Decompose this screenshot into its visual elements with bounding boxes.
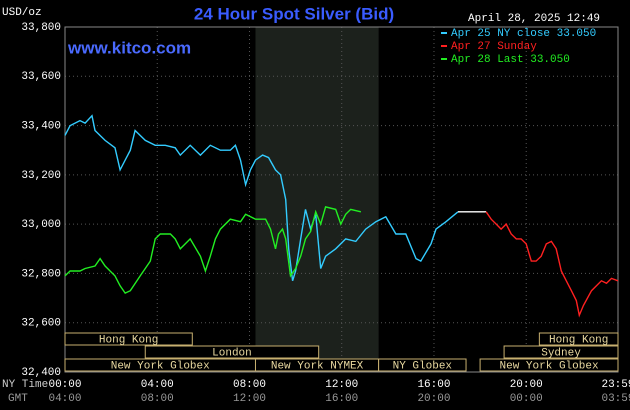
y-tick-label: 32,400 <box>21 367 61 379</box>
plot-frame <box>64 26 619 373</box>
series-line <box>64 114 459 282</box>
session-box <box>503 345 619 359</box>
x2-tick-label: 20:00 <box>417 393 450 405</box>
x-tick-label: 12:00 <box>325 379 358 391</box>
x2-tick-label: 16:00 <box>325 393 358 405</box>
units-label: USD/oz <box>2 7 42 19</box>
session-box <box>538 332 619 346</box>
session-label: London <box>212 347 252 359</box>
x2-tick-label: 12:00 <box>233 393 266 405</box>
session-label: Hong Kong <box>549 334 608 346</box>
chart-title: 24 Hour Spot Silver (Bid) <box>194 4 394 23</box>
x2-tick-label: 04:00 <box>48 393 81 405</box>
x-tick-label: 08:00 <box>233 379 266 391</box>
x-tick-label: 00:00 <box>48 379 81 391</box>
series-line <box>64 206 362 294</box>
y-tick-label: 33,200 <box>21 170 61 182</box>
watermark: www.kitco.com <box>67 38 191 57</box>
x-tick-label: 23:59 <box>601 379 630 391</box>
y-tick-label: 33,000 <box>21 219 61 231</box>
session-box <box>479 358 619 372</box>
session-shade <box>255 27 379 372</box>
y-tick-label: 33,600 <box>21 71 61 83</box>
x2-axis-label: GMT <box>8 393 28 405</box>
y-tick-label: 33,800 <box>21 22 61 34</box>
x-tick-label: 16:00 <box>417 379 450 391</box>
timestamp: April 28, 2025 12:49 <box>468 13 600 25</box>
session-label: Sydney <box>541 347 581 359</box>
session-box <box>144 345 320 359</box>
x-axis-label: NY Time <box>2 379 48 391</box>
series-line <box>485 211 619 318</box>
session-box <box>64 332 193 346</box>
y-tick-label: 32,800 <box>21 268 61 280</box>
x-tick-label: 04:00 <box>141 379 174 391</box>
session-label: Hong Kong <box>99 334 158 346</box>
x2-tick-label: 00:00 <box>510 393 543 405</box>
session-label: New York NYMEX <box>271 360 364 372</box>
y-tick-label: 33,400 <box>21 120 61 132</box>
y-tick-label: 32,600 <box>21 318 61 330</box>
session-box <box>378 358 467 372</box>
legend-label: Apr 25 NY close 33.050 <box>451 28 596 40</box>
x2-tick-label: 08:00 <box>141 393 174 405</box>
legend-label: Apr 27 Sunday <box>451 41 537 53</box>
legend-label: Apr 28 Last 33.050 <box>451 54 570 66</box>
session-label: New York Globex <box>111 360 210 372</box>
x2-tick-label: 03:59 <box>601 393 630 405</box>
x-tick-label: 20:00 <box>510 379 543 391</box>
session-label: NY Globex <box>393 360 453 372</box>
session-label: New York Globex <box>500 360 599 372</box>
